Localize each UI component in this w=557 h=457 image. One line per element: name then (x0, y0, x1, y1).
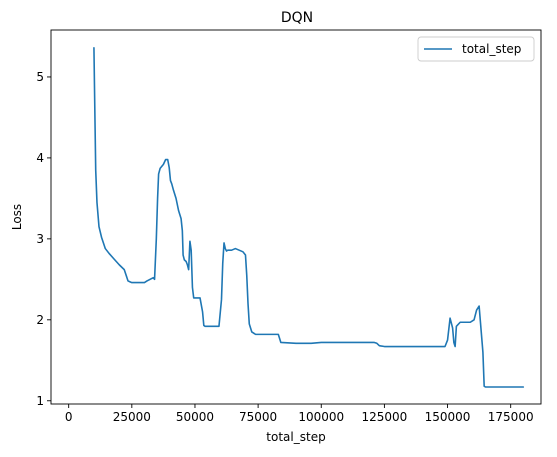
axes-frame (50, 29, 542, 405)
series-line-0 (93, 47, 525, 388)
x-tick-label: 25000 (113, 410, 151, 424)
x-tick-label: 125000 (361, 410, 407, 424)
legend-label: total_step (462, 42, 521, 56)
x-tick-label: 175000 (488, 410, 534, 424)
y-axis-label: Loss (10, 204, 24, 230)
x-tick-label: 0 (65, 410, 73, 424)
y-tick-label: 5 (36, 70, 44, 84)
x-tick-label: 75000 (239, 410, 277, 424)
legend: total_step (417, 36, 535, 62)
x-tick-label: 50000 (176, 410, 214, 424)
chart-title: DQN (281, 10, 313, 26)
y-tick-label: 2 (36, 313, 44, 327)
y-tick-label: 3 (36, 232, 44, 246)
y-tick-label: 1 (36, 394, 44, 408)
y-tick-label: 4 (36, 151, 44, 165)
legend-box (417, 36, 535, 62)
plot-area: 0 25000 50000 75000 100000 125000 150000 175000… (36, 29, 542, 424)
x-tick-label: 150000 (425, 410, 471, 424)
x-axis-label: total_step (266, 430, 325, 444)
x-tick-label: 100000 (298, 410, 344, 424)
